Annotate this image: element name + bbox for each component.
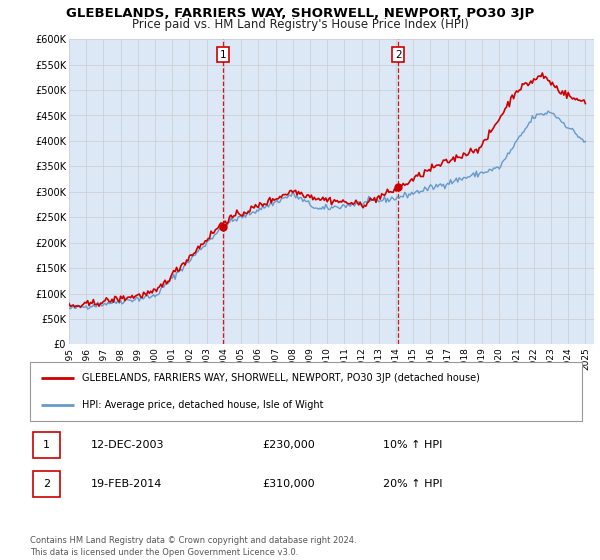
Text: 19-FEB-2014: 19-FEB-2014 <box>91 479 162 489</box>
Text: 20% ↑ HPI: 20% ↑ HPI <box>383 479 443 489</box>
Text: 12-DEC-2003: 12-DEC-2003 <box>91 440 164 450</box>
FancyBboxPatch shape <box>33 471 61 497</box>
Text: HPI: Average price, detached house, Isle of Wight: HPI: Average price, detached house, Isle… <box>82 400 324 410</box>
Text: 1: 1 <box>220 50 226 60</box>
Text: Price paid vs. HM Land Registry's House Price Index (HPI): Price paid vs. HM Land Registry's House … <box>131 18 469 31</box>
Text: 10% ↑ HPI: 10% ↑ HPI <box>383 440 443 450</box>
Text: GLEBELANDS, FARRIERS WAY, SHORWELL, NEWPORT, PO30 3JP (detached house): GLEBELANDS, FARRIERS WAY, SHORWELL, NEWP… <box>82 373 481 383</box>
FancyBboxPatch shape <box>30 362 582 421</box>
Text: £310,000: £310,000 <box>262 479 314 489</box>
Text: 1: 1 <box>43 440 50 450</box>
Text: GLEBELANDS, FARRIERS WAY, SHORWELL, NEWPORT, PO30 3JP: GLEBELANDS, FARRIERS WAY, SHORWELL, NEWP… <box>66 7 534 20</box>
Text: 2: 2 <box>43 479 50 489</box>
Text: 2: 2 <box>395 50 401 60</box>
Text: £230,000: £230,000 <box>262 440 314 450</box>
FancyBboxPatch shape <box>33 432 61 458</box>
Text: Contains HM Land Registry data © Crown copyright and database right 2024.
This d: Contains HM Land Registry data © Crown c… <box>30 536 356 557</box>
